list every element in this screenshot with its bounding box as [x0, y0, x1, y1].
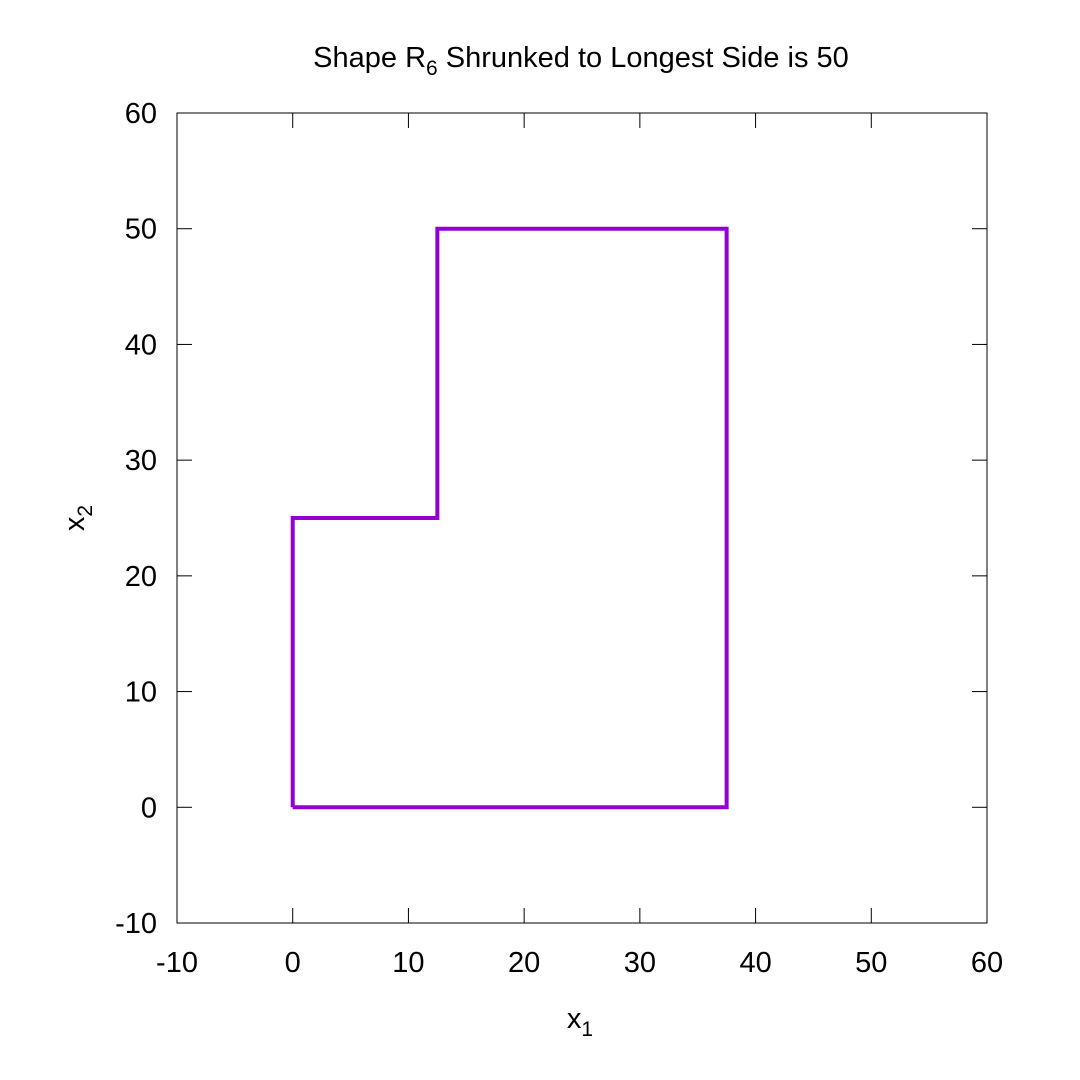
y-tick-label: 0: [141, 792, 157, 824]
x-tick-labels: -10 0 10 20 30 40 50 60: [156, 947, 1003, 979]
y-tick-label: 50: [125, 214, 157, 246]
x-axis-label: x1: [567, 1003, 593, 1041]
y-tick-label: 60: [125, 98, 157, 130]
x-tick-label: 0: [285, 947, 301, 979]
x-tick-label: 60: [971, 947, 1003, 979]
tick-marks: [176, 112, 988, 924]
x-tick-label: 40: [739, 947, 771, 979]
plot-frame: [176, 112, 988, 924]
x-tick-label: 30: [624, 947, 656, 979]
y-tick-label: 10: [125, 677, 157, 709]
x-tick-label: 10: [392, 947, 424, 979]
y-tick-labels: -10 0 10 20 30 40 50 60: [115, 98, 157, 940]
y-tick-label: 30: [125, 445, 157, 477]
x-tick-label: 20: [508, 947, 540, 979]
y-tick-label: 20: [125, 561, 157, 593]
y-axis-label: x2: [59, 505, 97, 531]
y-tick-label: -10: [115, 908, 157, 940]
chart-title: Shape R6 Shrunked to Longest Side is 50: [313, 42, 849, 80]
series-group: [290, 226, 729, 810]
x-tick-label: -10: [156, 947, 198, 979]
x-tick-label: 50: [855, 947, 887, 979]
y-tick-label: 40: [125, 329, 157, 361]
shape-outline-line: [290, 226, 729, 810]
